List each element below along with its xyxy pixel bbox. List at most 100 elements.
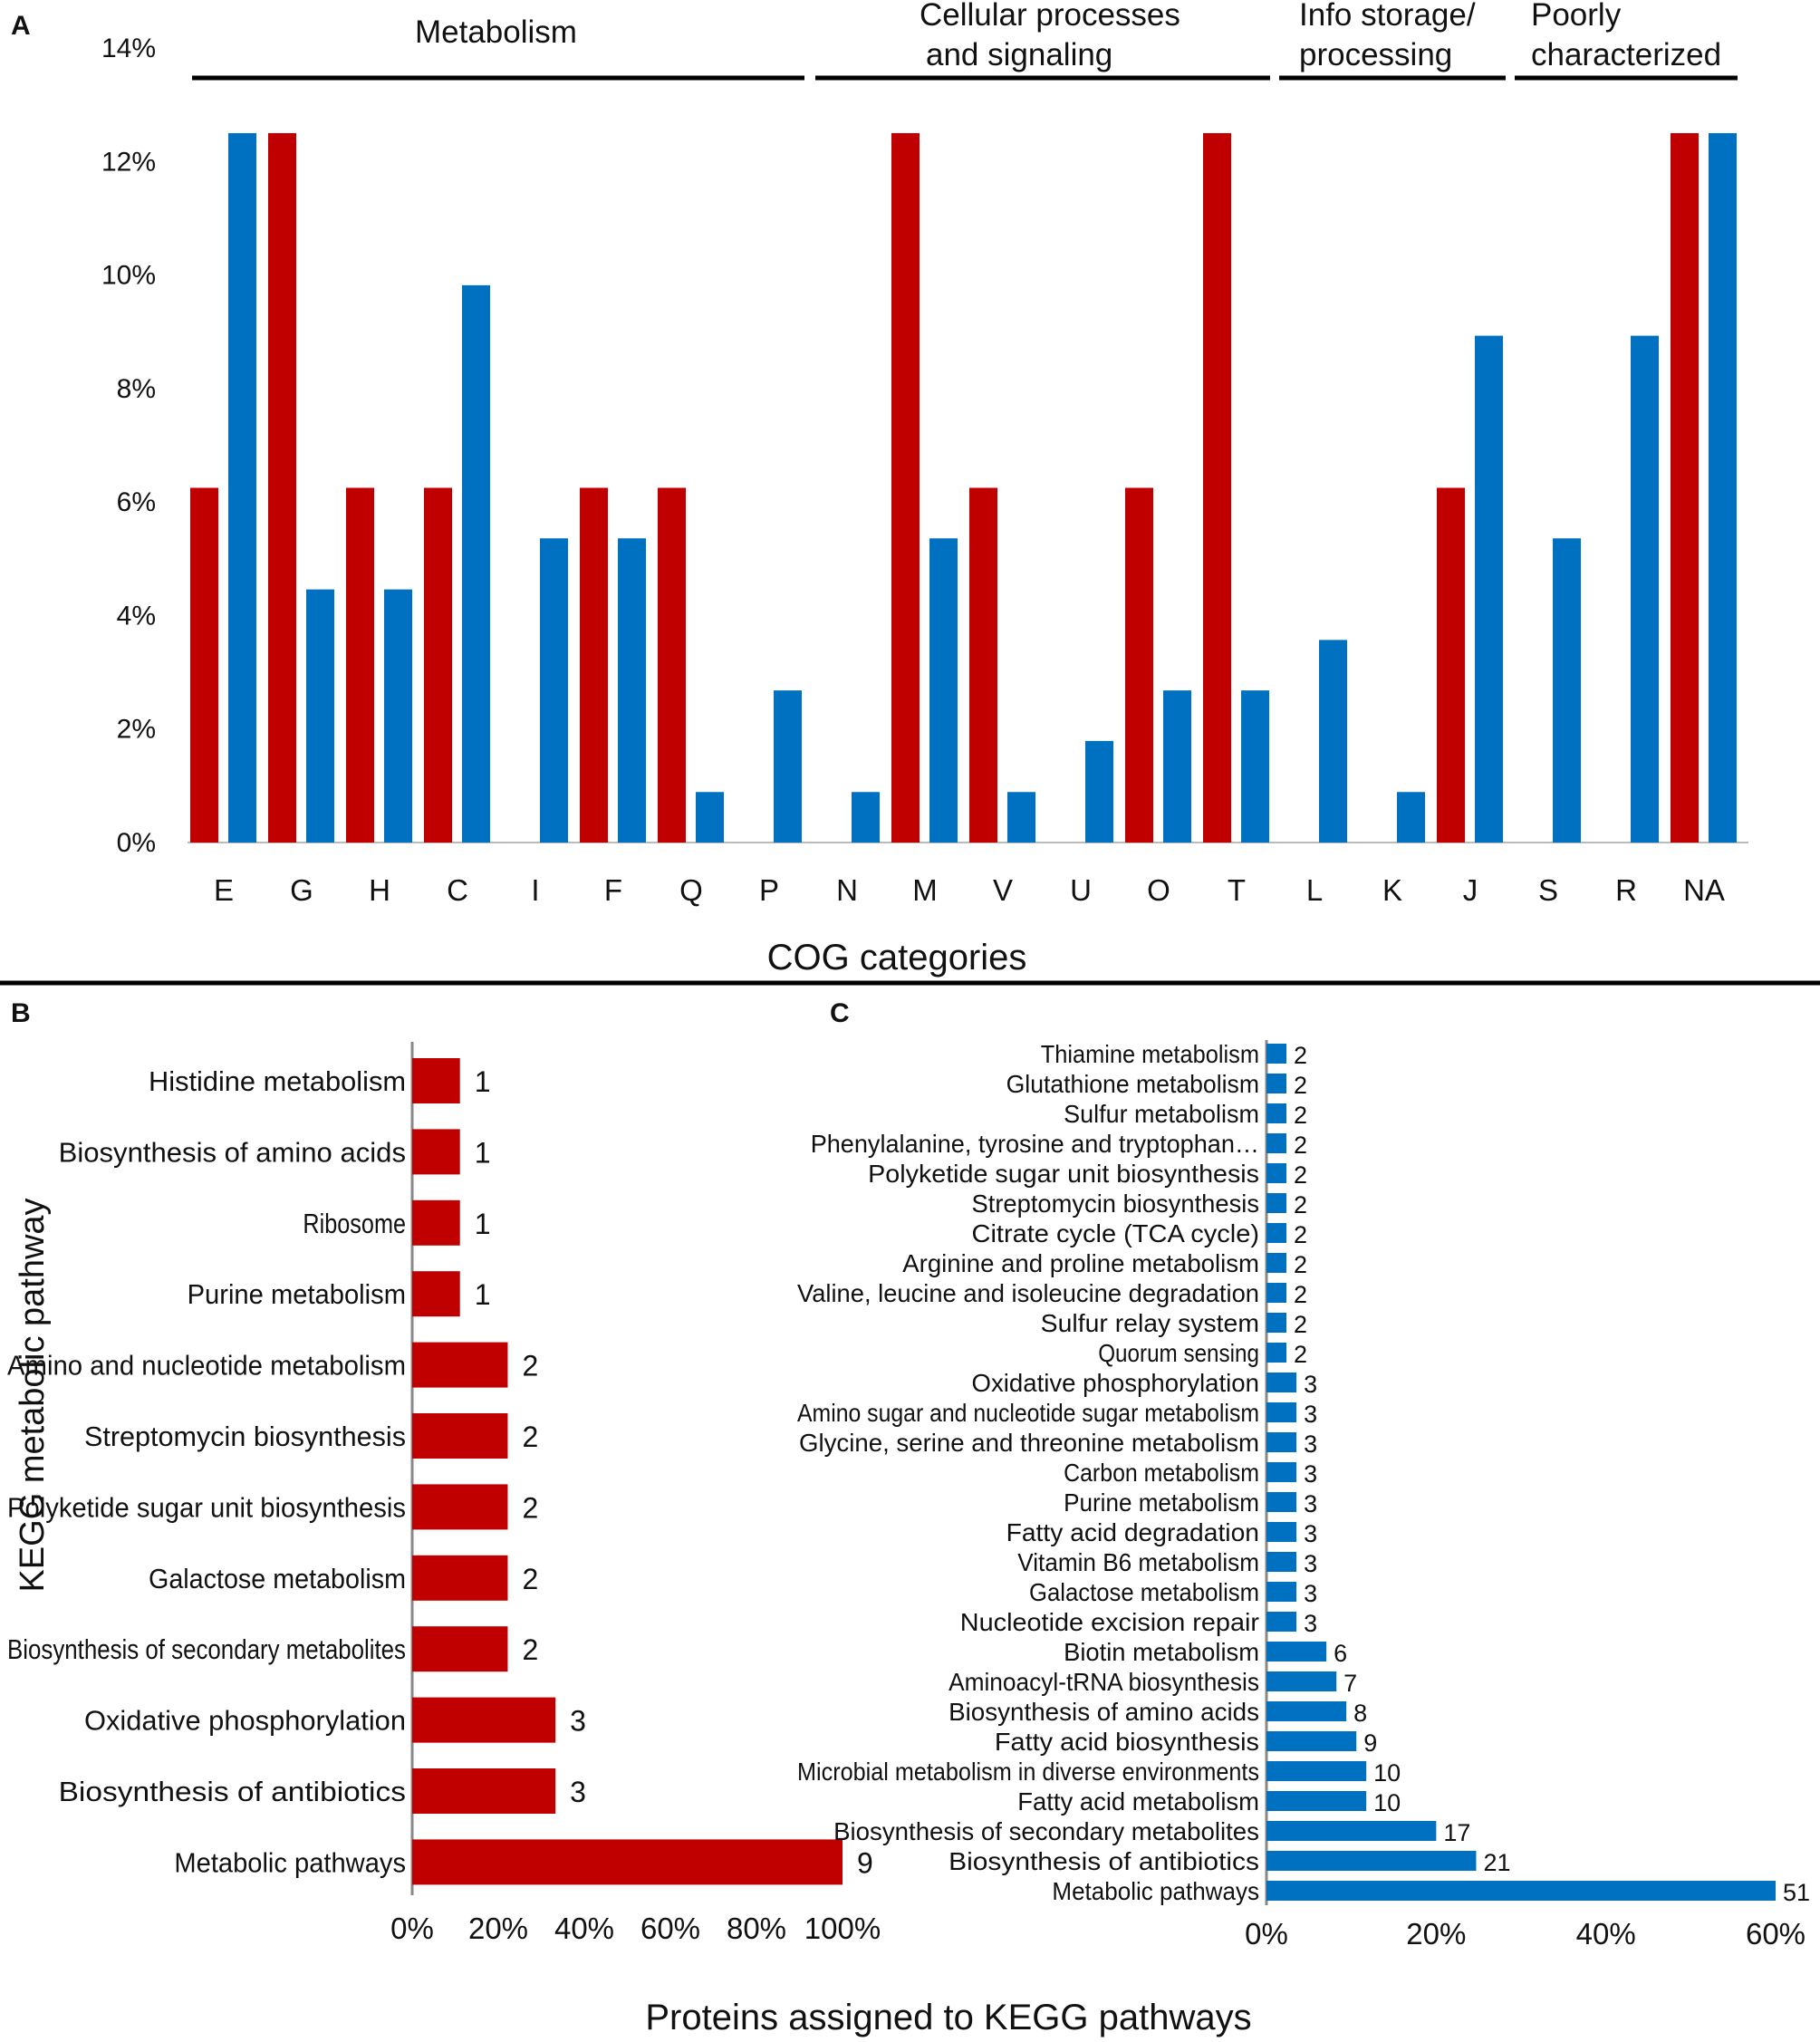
kegg-c-category-label: Thiamine metabolism — [1041, 1040, 1259, 1068]
kegg-b-x-tick-label: 0% — [390, 1912, 434, 1945]
kegg-c-bar — [1266, 1432, 1297, 1452]
kegg-c-category-label: Quorum sensing — [1098, 1339, 1259, 1367]
kegg-c-count-label: 2 — [1294, 1251, 1307, 1278]
cog-bar-red-E — [190, 487, 218, 843]
cog-category-label: N — [836, 873, 858, 907]
cog-bar-blue-E — [228, 132, 256, 843]
cog-bar-red-F — [580, 487, 608, 843]
cog-bar-red-J — [1437, 487, 1465, 843]
kegg-c-category-label: Citrate cycle (TCA cycle) — [972, 1219, 1260, 1247]
kegg-c-bar — [1266, 1671, 1337, 1691]
panel-c-letter: C — [830, 998, 850, 1028]
kegg-c-count-label: 2 — [1294, 1281, 1307, 1308]
kegg-b-x-tick-label: 60% — [640, 1912, 700, 1945]
cog-bar-blue-L — [1319, 640, 1347, 843]
cog-category-label: G — [290, 873, 313, 907]
cog-y-tick-label: 6% — [117, 487, 156, 517]
kegg-b-bar — [412, 1413, 508, 1459]
cog-group-label: Cellular processes — [920, 0, 1180, 33]
cog-category-label: V — [993, 873, 1013, 907]
kegg-c-category-label: Sulfur relay system — [1041, 1309, 1259, 1337]
kegg-c-count-label: 3 — [1304, 1460, 1317, 1488]
kegg-c-count-label: 7 — [1343, 1670, 1357, 1697]
kegg-c-category-label: Metabolic pathways — [1052, 1877, 1259, 1905]
cog-bar-red-H — [346, 487, 374, 843]
kegg-c-count-label: 9 — [1363, 1729, 1377, 1757]
kegg-c-category-label: Valine, leucine and isoleucine degradati… — [797, 1279, 1259, 1307]
cog-x-axis: E G H C I F Q P N M V U O T L K J S R NA — [214, 873, 1725, 907]
kegg-c-count-label: 3 — [1304, 1401, 1317, 1428]
kegg-b-count-label: 1 — [475, 1065, 491, 1098]
kegg-b-bar — [412, 1058, 460, 1103]
kegg-c-category-label: Glycine, serine and threonine metabolism — [799, 1429, 1259, 1457]
kegg-b-bar — [412, 1555, 508, 1601]
kegg-c-count-label: 8 — [1353, 1700, 1367, 1727]
cog-group-label: and signaling — [926, 37, 1112, 72]
kegg-c-category-label: Purine metabolism — [1064, 1488, 1259, 1517]
cog-group-label: characterized — [1531, 37, 1721, 72]
kegg-c-count-label: 2 — [1294, 1102, 1307, 1129]
cog-bar-blue-K — [1397, 792, 1425, 843]
kegg-c-x-tick-label: 40% — [1576, 1917, 1636, 1950]
cog-bar-blue-F — [618, 538, 646, 843]
kegg-b-x-tick-label: 100% — [804, 1912, 881, 1945]
cog-bar-blue-R — [1631, 335, 1659, 843]
cog-bar-blue-M — [929, 538, 958, 843]
kegg-c-count-label: 3 — [1304, 1430, 1317, 1458]
kegg-c-count-label: 2 — [1294, 1341, 1307, 1368]
kegg-pathway-chart-c: Thiamine metabolism 2 Glutathione metaboli… — [797, 1040, 1810, 1950]
cog-category-label: R — [1615, 873, 1637, 907]
kegg-y-axis-title: KEGG metabolic pathway — [14, 1198, 52, 1592]
cog-category-label: U — [1070, 873, 1092, 907]
kegg-c-count-label: 3 — [1304, 1371, 1317, 1398]
cog-bar-red-T — [1203, 132, 1231, 843]
cog-bar-blue-V — [1007, 792, 1035, 843]
kegg-c-category-label: Polyketide sugar unit biosynthesis — [868, 1160, 1259, 1188]
kegg-c-count-label: 3 — [1304, 1490, 1317, 1517]
kegg-c-count-label: 10 — [1373, 1759, 1401, 1787]
kegg-c-count-label: 2 — [1294, 1191, 1307, 1218]
kegg-c-bar — [1266, 1193, 1287, 1213]
cog-bar-blue-G — [306, 589, 334, 843]
kegg-c-category-label: Glutathione metabolism — [1006, 1070, 1259, 1098]
kegg-b-count-label: 2 — [522, 1350, 538, 1382]
kegg-c-category-label: Arginine and proline metabolism — [902, 1249, 1259, 1277]
kegg-c-bar — [1266, 1582, 1297, 1602]
kegg-c-category-label: Fatty acid biosynthesis — [995, 1728, 1259, 1756]
cog-category-label: M — [912, 873, 938, 907]
shared-x-axis-title: Proteins assigned to KEGG pathways — [645, 1998, 1251, 2037]
cog-bars — [190, 132, 1737, 843]
kegg-c-category-label: Nucleotide excision repair — [960, 1608, 1259, 1636]
cog-bar-blue-J — [1475, 335, 1503, 843]
kegg-b-count-label: 1 — [475, 1136, 491, 1169]
cog-bar-red-M — [891, 132, 920, 843]
kegg-c-bar — [1266, 1343, 1287, 1363]
kegg-c-category-label: Galactose metabolism — [1029, 1578, 1259, 1606]
kegg-c-bar — [1266, 1253, 1287, 1273]
kegg-c-count-label: 2 — [1294, 1042, 1307, 1069]
cog-bar-blue-P — [774, 690, 802, 843]
kegg-c-bar — [1266, 1642, 1327, 1662]
kegg-c-bar — [1266, 1103, 1287, 1123]
cog-bar-blue-O — [1163, 690, 1191, 843]
kegg-b-bar — [412, 1199, 460, 1246]
kegg-b-count-label: 9 — [857, 1846, 873, 1879]
cog-bar-red-Q — [658, 487, 686, 843]
kegg-c-count-label: 51 — [1783, 1879, 1810, 1906]
cog-bar-blue-T — [1241, 690, 1269, 843]
kegg-c-count-label: 17 — [1443, 1819, 1470, 1846]
cog-bar-red-NA — [1671, 132, 1699, 843]
cog-category-label: I — [531, 873, 539, 907]
kegg-c-bar — [1266, 1223, 1287, 1243]
kegg-c-bar — [1266, 1283, 1287, 1303]
kegg-c-count-label: 2 — [1294, 1311, 1307, 1338]
kegg-c-bar — [1266, 1402, 1297, 1422]
kegg-b-category-label: Purine metabolism — [188, 1278, 406, 1310]
kegg-b-count-label: 2 — [522, 1491, 538, 1524]
cog-bar-red-O — [1125, 487, 1153, 843]
kegg-b-bar — [412, 1342, 508, 1388]
kegg-c-count-label: 6 — [1334, 1640, 1347, 1667]
kegg-c-category-label: Phenylalanine, tyrosine and tryptophan… — [811, 1130, 1259, 1158]
cog-group-label: Info storage/ — [1299, 0, 1476, 33]
cog-x-axis-title: COG categories — [767, 938, 1027, 978]
